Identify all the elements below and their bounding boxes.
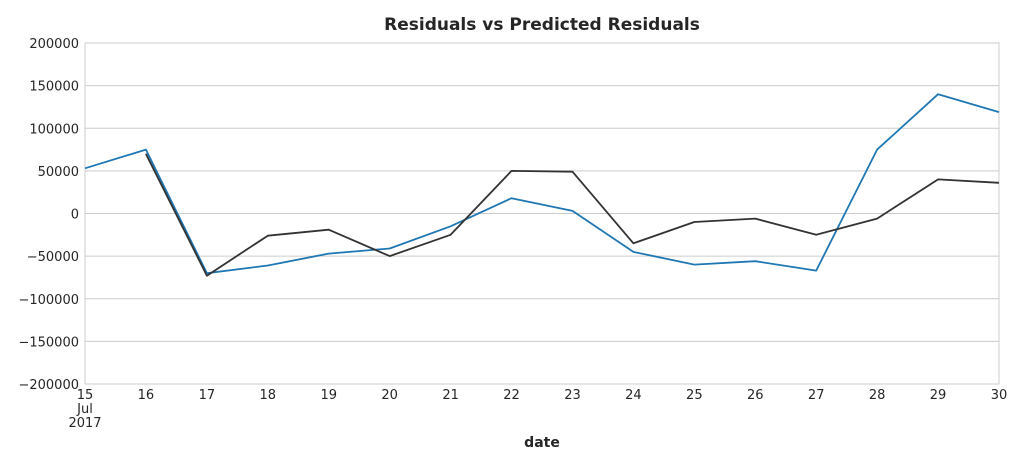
- series-line-1: [84, 93, 1000, 275]
- x-tick-label: 23: [564, 388, 581, 403]
- y-tick-label: −150000: [18, 335, 79, 350]
- x-tick-label: 26: [747, 388, 764, 403]
- x-tick-label: 20: [381, 388, 398, 403]
- x-tick-label: 24: [625, 388, 642, 403]
- x-tick-label: 25: [686, 388, 703, 403]
- y-tick-label: 100000: [29, 122, 79, 137]
- grid-lines: [85, 42, 999, 385]
- y-axis-ticks: 200000 150000 100000 50000 0 −50000 −100000 −15…: [18, 37, 79, 393]
- y-tick-label: −200000: [18, 378, 79, 393]
- y-tick-label: −50000: [27, 250, 79, 265]
- x-tick-label: 17: [199, 388, 216, 403]
- x-tick-label: 28: [869, 388, 886, 403]
- x-tick-sublabel: 2017: [68, 416, 101, 431]
- x-tick-label: 27: [808, 388, 825, 403]
- x-tick-label: 15: [77, 388, 94, 403]
- plot-frame: [84, 42, 1000, 385]
- series-layer: [84, 93, 1000, 277]
- series-line-2: [145, 153, 1000, 277]
- y-tick-label: 0: [71, 208, 79, 223]
- x-tick-label: 22: [503, 388, 520, 403]
- x-tick-label: 18: [260, 388, 277, 403]
- y-tick-label: −100000: [18, 293, 79, 308]
- y-tick-label: 200000: [29, 37, 79, 52]
- chart-title: Residuals vs Predicted Residuals: [384, 15, 700, 35]
- x-tick-label: 30: [991, 388, 1008, 403]
- y-tick-label: 150000: [29, 80, 79, 95]
- x-tick-label: 21: [442, 388, 459, 403]
- x-tick-label: 29: [930, 388, 947, 403]
- x-tick-sublabel: Jul: [76, 402, 93, 417]
- x-tick-label: 19: [320, 388, 337, 403]
- x-axis-title: date: [524, 435, 560, 451]
- x-tick-label: 16: [138, 388, 155, 403]
- y-tick-label: 50000: [38, 165, 79, 180]
